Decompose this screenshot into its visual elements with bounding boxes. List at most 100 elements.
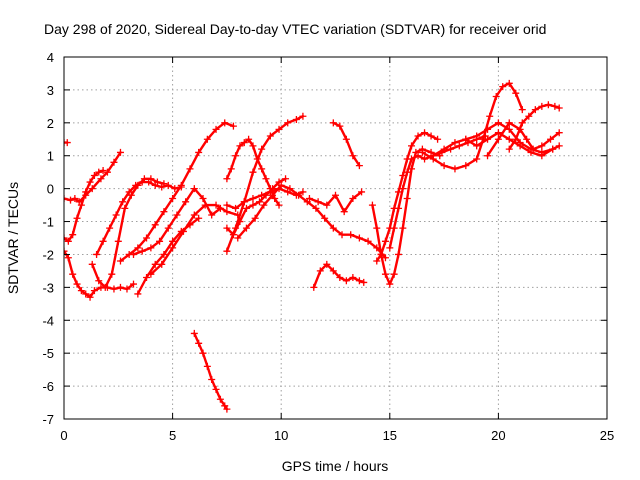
data-point <box>73 214 81 222</box>
data-point <box>69 231 77 239</box>
x-axis-label: GPS time / hours <box>282 458 389 474</box>
data-point <box>531 106 539 114</box>
series-s13 <box>223 185 307 212</box>
data-point <box>544 101 552 109</box>
data-point <box>323 201 331 209</box>
data-point <box>355 234 363 242</box>
data-point <box>86 178 94 186</box>
data-point <box>212 385 220 393</box>
data-point <box>232 152 240 160</box>
series-line <box>225 114 305 253</box>
data-point <box>323 260 331 268</box>
data-point <box>125 188 133 196</box>
data-point <box>86 293 94 301</box>
series-s17 <box>305 188 366 216</box>
series-s4 <box>64 247 138 301</box>
data-point <box>349 195 357 203</box>
data-point <box>486 112 494 120</box>
data-point <box>505 125 513 133</box>
data-point <box>462 162 470 170</box>
data-point <box>447 145 455 153</box>
data-point <box>173 211 181 219</box>
data-point <box>236 218 244 226</box>
data-point <box>518 106 526 114</box>
series-line <box>119 121 235 263</box>
data-point <box>310 283 318 291</box>
data-point <box>381 237 389 245</box>
data-point <box>251 214 259 222</box>
data-point <box>240 198 248 206</box>
data-point <box>195 148 203 156</box>
data-point <box>130 280 138 288</box>
data-point <box>110 158 118 166</box>
data-point <box>555 142 563 150</box>
data-point <box>73 280 81 288</box>
data-point <box>492 92 500 100</box>
data-point <box>169 244 177 252</box>
data-point <box>151 260 159 268</box>
data-point <box>429 152 437 160</box>
data-point <box>156 237 164 245</box>
data-point <box>88 260 96 268</box>
data-point <box>108 270 116 278</box>
data-point <box>516 142 524 150</box>
data-point <box>408 142 416 150</box>
data-point <box>201 201 209 209</box>
data-point <box>99 167 107 175</box>
data-point <box>258 165 266 173</box>
data-point <box>484 135 492 143</box>
y-tick-label: -3 <box>42 280 54 295</box>
data-point <box>151 181 159 189</box>
data-point <box>190 211 198 219</box>
data-point <box>494 135 502 143</box>
data-point <box>130 250 138 258</box>
data-point <box>525 112 533 120</box>
data-point <box>134 290 142 298</box>
data-point <box>69 270 77 278</box>
data-point <box>64 247 68 255</box>
data-point <box>399 224 407 232</box>
series-s21 <box>373 129 442 265</box>
y-tick-label: 4 <box>47 50 54 65</box>
data-point <box>232 204 240 212</box>
data-point <box>64 195 68 203</box>
data-point <box>164 224 172 232</box>
y-axis-label: SDTVAR / TECUs <box>5 182 21 294</box>
data-point <box>195 214 203 222</box>
x-tick-label: 10 <box>274 428 288 443</box>
series-s18 <box>310 260 368 291</box>
data-point <box>473 132 481 140</box>
data-point <box>336 122 344 130</box>
data-point <box>462 135 470 143</box>
data-point <box>160 208 168 216</box>
data-point <box>505 119 513 127</box>
data-point <box>121 204 129 212</box>
data-point <box>377 250 385 258</box>
data-point <box>418 148 426 156</box>
data-point <box>199 349 207 357</box>
x-tick-label: 20 <box>491 428 505 443</box>
data-point <box>408 155 416 163</box>
y-tick-label: -6 <box>42 379 54 394</box>
series-s5 <box>88 175 168 291</box>
data-point <box>342 277 350 285</box>
data-point <box>95 168 103 176</box>
series-s7 <box>116 119 237 265</box>
data-point <box>427 132 435 140</box>
data-point <box>249 142 257 150</box>
data-point <box>138 247 146 255</box>
data-point <box>158 260 166 268</box>
data-point <box>355 277 363 285</box>
data-point <box>494 119 502 127</box>
data-point <box>299 188 307 196</box>
y-tick-label: -2 <box>42 247 54 262</box>
data-point <box>349 152 357 160</box>
data-point <box>132 181 140 189</box>
data-point <box>394 188 402 196</box>
data-point <box>329 119 337 127</box>
data-point <box>260 201 268 209</box>
data-point <box>403 168 411 176</box>
data-point <box>505 135 513 143</box>
data-point <box>171 185 179 193</box>
